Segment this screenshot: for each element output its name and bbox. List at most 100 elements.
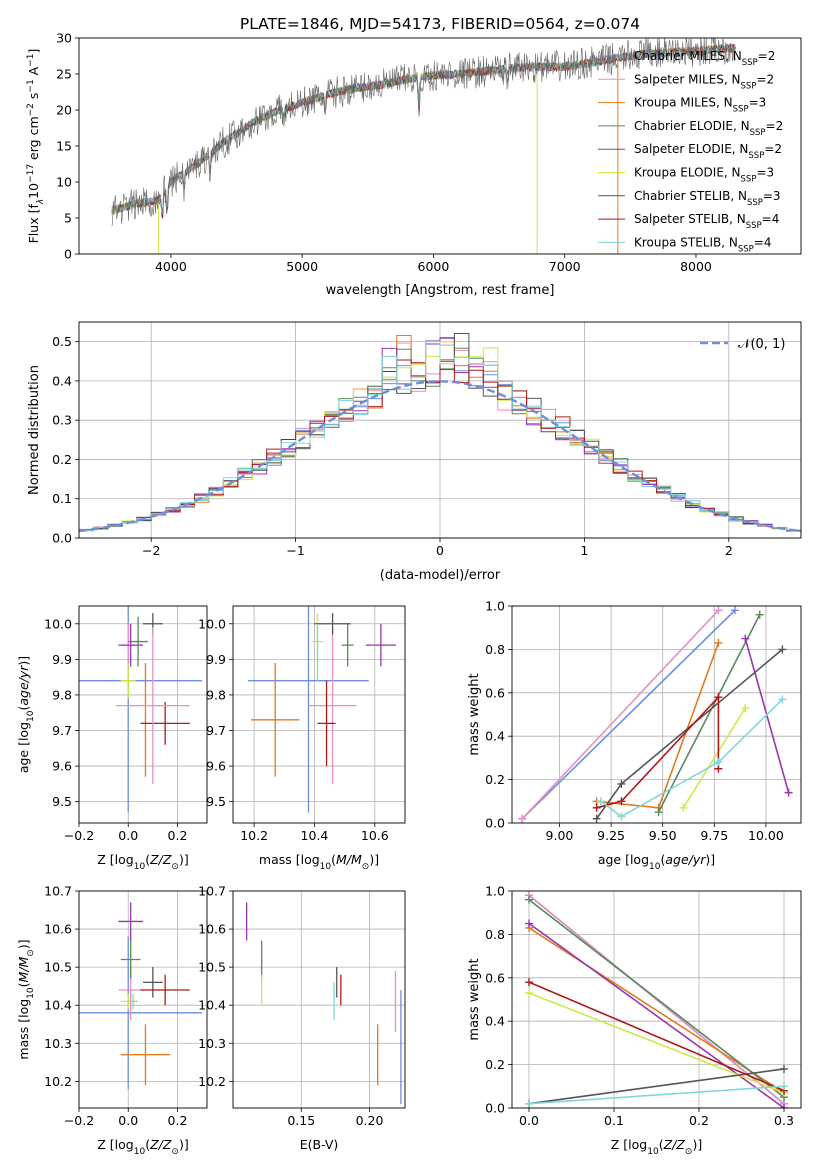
axes-frame <box>78 321 802 539</box>
legend-label-main: Salpeter MILES, N <box>634 72 741 86</box>
weight-marker <box>780 1064 788 1073</box>
tick-label-x: 0.0 <box>118 1113 138 1128</box>
label-part: )] <box>16 939 31 949</box>
errorbar-point <box>120 1024 171 1086</box>
weight-marker <box>741 703 750 712</box>
weight-line-kroupa-miles <box>528 927 785 1094</box>
tick-label-x: −0.2 <box>64 828 94 843</box>
legend-label-tail: =2 <box>766 119 784 133</box>
tick-label-y: 10.0 <box>198 616 226 631</box>
axis-label: age [log10(age/yr)] <box>16 656 36 773</box>
label-part: 10 <box>649 862 661 872</box>
tick-label-x: 1 <box>580 543 588 558</box>
label-part: 10 <box>134 1147 146 1157</box>
label-part: M/M <box>336 852 362 867</box>
errorbar-point <box>317 680 336 767</box>
legend-label-tail: =3 <box>763 189 781 203</box>
y-label-part: erg cm <box>26 116 41 164</box>
axis-label: Z [log10(Z/Z⊙)] <box>97 852 188 872</box>
tick-label-y: 10.0 <box>44 616 72 631</box>
label-part: M/M <box>16 956 31 982</box>
tick-label-y: 0.4 <box>485 729 505 744</box>
label-part: ( <box>659 1137 664 1152</box>
x-axis-label: (data-model)/error <box>380 568 501 583</box>
y-label-part: −17 <box>26 164 36 183</box>
legend-label-sub: SSP <box>738 244 754 254</box>
tick-label-y: 10.6 <box>198 922 226 937</box>
tick-label-y: 10 <box>56 175 72 190</box>
tick-label-x: 0.0 <box>519 1113 539 1128</box>
tick-label-x: 9.00 <box>546 828 574 843</box>
label-part: )] <box>369 852 379 867</box>
legend-label-main: Chabrier STELIB, N <box>634 189 747 203</box>
weight-line-salpeter-elodie <box>528 922 785 1108</box>
label-part: )] <box>16 656 31 666</box>
weight-marker <box>525 895 533 904</box>
plot-area-mass-vs-ebv <box>246 902 402 1105</box>
tick-label-y: 0.5 <box>52 334 72 349</box>
weight-line-chabrier-miles <box>521 609 736 820</box>
tick-label-y: 9.7 <box>206 723 226 738</box>
plot-area-weight-vs-age <box>518 606 793 823</box>
weight-marker <box>525 988 533 997</box>
legend-label-sub: SSP <box>750 128 766 138</box>
errorbar-point <box>115 627 190 784</box>
tick-label-x: 0.3 <box>774 1113 794 1128</box>
y-label-part: −1 <box>26 79 36 92</box>
errorbar-point <box>251 662 300 777</box>
histogram-kroupa-stelib <box>79 341 801 531</box>
tick-label-y: 10.3 <box>198 1036 226 1051</box>
plot-area-age-vs-mass <box>248 606 396 813</box>
weight-marker <box>525 978 533 987</box>
weight-line-kroupa-elodie <box>528 992 785 1094</box>
tick-label-y: 9.9 <box>52 652 72 667</box>
weight-marker <box>518 814 527 823</box>
weight-line-salpeter-stelib <box>528 981 785 1092</box>
weight-marker <box>730 606 739 615</box>
weight-marker <box>654 808 663 817</box>
label-part: age/yr <box>665 852 706 867</box>
axis-label: Z [log10(Z/Z⊙)] <box>611 1137 702 1157</box>
normal-curve <box>79 380 801 533</box>
tick-label-y: 0.4 <box>52 373 72 388</box>
legend-label-tail: =2 <box>764 142 782 156</box>
label-part: Z/Z <box>149 852 172 867</box>
tick-label-x: 0.2 <box>689 1113 709 1128</box>
tick-label-y: 10.6 <box>44 922 72 937</box>
legend-label-main: Kroupa ELODIE, N <box>634 166 741 180</box>
axes-frame <box>511 605 802 824</box>
errorbar-point <box>140 702 190 745</box>
label-part: ( <box>16 982 31 987</box>
tick-label-x: 9.75 <box>700 828 728 843</box>
label-part: )] <box>692 1137 702 1152</box>
axes-age-vs-mass: 10.2 10.4 10.6 9.5 9.6 9.7 9.8 9.9 10.0 mass [log… <box>198 605 406 872</box>
tick-label-y: 0.6 <box>485 685 505 700</box>
weight-line-chabrier-elodie <box>657 614 761 813</box>
axes-frame <box>78 890 208 1109</box>
label-part: Z [log <box>97 852 133 867</box>
plot-area-spectrum <box>111 38 736 254</box>
label-part: 10 <box>647 1147 659 1157</box>
tick-label-y: 0.1 <box>52 491 72 506</box>
legend-label: Kroupa ELODIE, NSSP=3 <box>634 166 774 185</box>
tick-label-x: 0.20 <box>356 1113 384 1128</box>
weight-line-kroupa-elodie <box>682 707 746 809</box>
legend-label-tail: =2 <box>758 49 776 63</box>
y-axis-label: mass weight <box>467 673 482 755</box>
x-axis-label: wavelength [Angstrom, rest frame] <box>326 283 555 298</box>
label-part: )] <box>179 852 189 867</box>
weight-marker <box>714 758 723 767</box>
tick-label-x: 10.00 <box>748 828 784 843</box>
label-part: 10 <box>134 862 146 872</box>
axes-weight-vs-Z: 0.0 0.1 0.2 0.3 0.0 0.2 0.4 0.6 0.8 1.0 Z [log10(Z… <box>467 884 802 1157</box>
errorbar-point <box>365 623 396 667</box>
y-label-part: 10 <box>26 183 41 199</box>
legend-label: Salpeter MILES, NSSP=2 <box>634 72 774 91</box>
plot-area-mass-vs-Z <box>79 902 203 1089</box>
tick-label-y: 0.3 <box>52 413 72 428</box>
label-part: ( <box>145 852 150 867</box>
errorbar-point <box>128 993 139 1010</box>
tick-label-x: 0.15 <box>287 1113 315 1128</box>
tick-label-y: 10.5 <box>44 960 72 975</box>
